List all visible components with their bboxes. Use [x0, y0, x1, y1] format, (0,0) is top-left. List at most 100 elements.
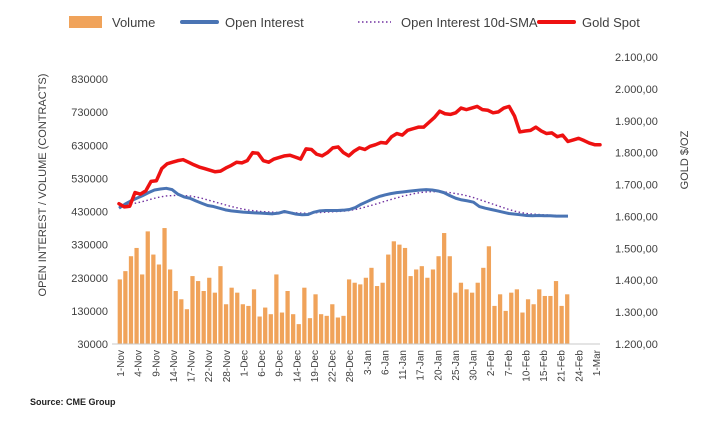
volume-bar	[307, 318, 313, 344]
volume-bar	[430, 269, 436, 344]
right-tick-label: 1.200,00	[615, 339, 658, 351]
volume-bar	[358, 284, 363, 345]
volume-bar	[246, 305, 251, 344]
x-tick-label: 6-Jan	[380, 350, 391, 375]
volume-bar	[481, 267, 486, 344]
legend: Volume Open Interest Open Interest 10d-SMA…	[69, 15, 640, 30]
left-tick-label: 730000	[71, 107, 108, 119]
right-axis-ticks: 2.100,00 2.000,00 1.900,00 1.800,00 1.700,00…	[615, 52, 658, 351]
volume-bar	[565, 294, 570, 344]
volume-bar	[475, 282, 480, 344]
x-tick-label: 1-Mar	[592, 349, 603, 376]
volume-bar	[173, 291, 178, 344]
plot-area	[117, 104, 602, 345]
volume-bar	[268, 314, 273, 344]
volume-bar	[117, 279, 122, 344]
volume-bar	[313, 294, 318, 344]
gold-spot-line	[117, 104, 602, 209]
left-tick-label: 430000	[71, 207, 108, 219]
volume-bar	[492, 305, 497, 344]
legend-swatch-volume	[69, 16, 102, 28]
volume-bar	[179, 299, 184, 344]
volume-bar	[464, 289, 469, 344]
x-tick-label: 14-Dec	[292, 350, 303, 382]
volume-bar	[514, 289, 519, 344]
left-tick-label: 230000	[71, 273, 108, 285]
right-tick-label: 2.100,00	[615, 52, 658, 64]
x-tick-label: 10-Feb	[521, 350, 532, 382]
x-tick-label: 25-Jan	[451, 350, 462, 381]
volume-bar	[553, 281, 559, 344]
volume-bar	[229, 287, 234, 344]
volume-bar	[285, 291, 290, 344]
volume-bar	[324, 315, 329, 344]
right-tick-label: 1.800,00	[615, 148, 658, 160]
left-tick-label: 30000	[77, 339, 108, 351]
x-tick-label: 15-Feb	[539, 350, 550, 382]
volume-bar	[156, 264, 162, 344]
left-tick-label: 330000	[71, 240, 108, 252]
volume-bar	[447, 256, 452, 344]
source-note: Source: CME Group	[30, 397, 116, 407]
volume-bar	[240, 304, 245, 344]
volume-bar	[470, 292, 475, 344]
volume-bar	[274, 274, 279, 344]
x-tick-label: 20-Jan	[433, 350, 444, 381]
volume-bar	[335, 317, 341, 344]
x-tick-label: 7-Feb	[504, 350, 515, 377]
x-tick-label: 30-Jan	[469, 350, 480, 381]
x-tick-label: 4-Nov	[134, 350, 145, 377]
legend-label: Gold Spot	[582, 15, 640, 30]
volume-bar	[263, 307, 268, 344]
y-axis-title-left: OPEN INTEREST / VOLUME (CONTRACTS)	[37, 74, 49, 297]
series-lines	[117, 104, 602, 218]
right-tick-label: 1.300,00	[615, 307, 658, 319]
legend-label: Volume	[112, 15, 155, 30]
x-tick-label: 1-Dec	[239, 350, 250, 377]
x-tick-label: 28-Dec	[345, 350, 356, 382]
right-tick-label: 1.400,00	[615, 275, 658, 287]
y-axis-title-right: GOLD $/OZ	[679, 130, 691, 189]
volume-bar	[346, 279, 352, 344]
volume-bar	[279, 312, 285, 344]
x-tick-label: 21-Feb	[557, 350, 568, 382]
right-tick-label: 1.500,00	[615, 243, 658, 255]
volume-bar	[257, 316, 262, 344]
volume-bar	[201, 291, 206, 344]
x-tick-label: 3-Jan	[363, 350, 374, 375]
left-tick-label: 630000	[71, 140, 108, 152]
volume-bar	[402, 247, 408, 344]
volume-bar	[374, 286, 380, 344]
volume-bar	[145, 231, 150, 345]
legend-label: Open Interest	[225, 15, 304, 30]
volume-bar	[184, 309, 190, 344]
volume-bar	[531, 304, 536, 344]
volume-bar	[537, 289, 542, 344]
x-axis-ticks: 1-Nov 4-Nov 9-Nov 14-Nov 17-Nov 22-Nov 28-Nov 1…	[116, 349, 603, 382]
volume-bar	[168, 269, 173, 344]
x-tick-label: 28-Nov	[222, 350, 233, 382]
open-interest-sma-line	[118, 190, 568, 217]
x-tick-label: 24-Feb	[574, 350, 585, 382]
volume-bar	[235, 292, 240, 344]
volume-bar	[542, 295, 547, 344]
x-tick-label: 14-Nov	[169, 350, 180, 382]
volume-bar	[251, 289, 257, 344]
volume-bar	[123, 271, 128, 345]
volume-bar	[380, 282, 385, 344]
volume-bar	[207, 277, 212, 344]
volume-bar	[218, 266, 223, 344]
volume-bar	[195, 281, 201, 344]
volume-bar	[330, 304, 335, 344]
volume-bar	[151, 254, 156, 344]
volume-bar	[386, 254, 391, 344]
right-tick-label: 1.600,00	[615, 211, 658, 223]
volume-bar	[296, 324, 301, 345]
x-tick-label: 22-Dec	[328, 350, 339, 382]
volume-bars	[117, 228, 570, 345]
volume-bar	[458, 282, 464, 344]
volume-bar	[128, 256, 134, 344]
left-tick-label: 530000	[71, 173, 108, 185]
volume-bar	[140, 274, 145, 344]
